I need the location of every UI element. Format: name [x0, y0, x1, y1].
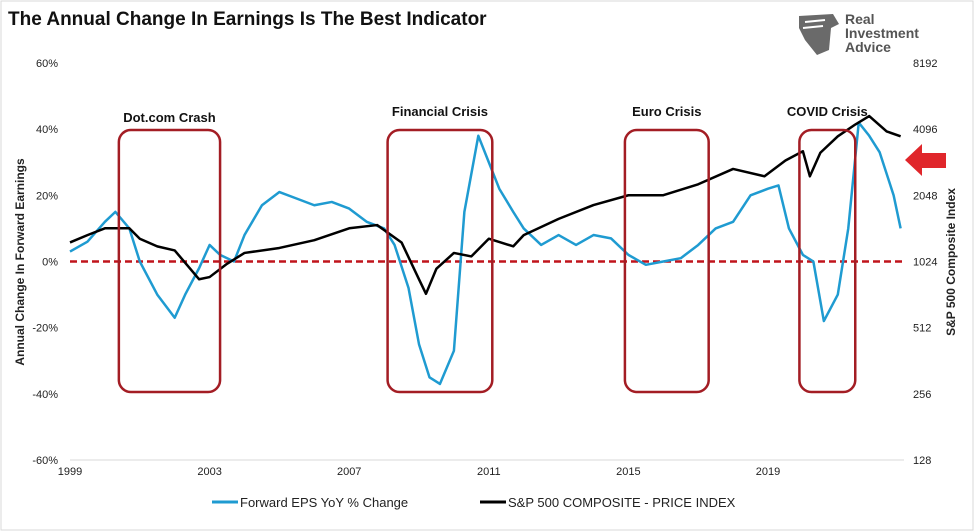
y2-tick-label: 4096: [913, 124, 937, 136]
y2-tick-label: 128: [913, 455, 931, 467]
x-tick-label: 2007: [337, 466, 361, 478]
y2-axis-label: S&P 500 Composite Index: [944, 188, 958, 336]
x-tick-label: 2015: [616, 466, 640, 478]
eps-line: [69, 121, 902, 386]
legend-spx-label: S&P 500 COMPOSITE - PRICE INDEX: [508, 495, 736, 510]
crisis-label: Financial Crisis: [392, 104, 488, 119]
crisis-box: [386, 128, 494, 394]
crisis-label: Euro Crisis: [632, 104, 701, 119]
logo-line3: Advice: [845, 39, 891, 55]
y-tick-label: -40%: [32, 389, 58, 401]
logo: Real Investment Advice: [795, 10, 965, 55]
x-tick-label: 2019: [756, 466, 780, 478]
crisis-label: COVID Crisis: [787, 104, 868, 119]
logo-line2: Investment: [845, 25, 919, 41]
crisis-box: [798, 128, 857, 394]
crisis-box: [117, 128, 222, 394]
spx-line: [69, 114, 902, 296]
y2-tick-label: 512: [913, 323, 931, 335]
y2-tick-label: 1024: [913, 257, 937, 269]
legend-eps-label: Forward EPS YoY % Change: [240, 495, 408, 510]
y-axis-label: Annual Change In Forward Earnings: [13, 158, 27, 366]
red-arrow-icon: [905, 144, 946, 176]
y-tick-label: 40%: [36, 124, 58, 136]
y-tick-label: 20%: [36, 190, 58, 202]
x-tick-label: 2003: [197, 466, 221, 478]
y2-tick-label: 256: [913, 389, 931, 401]
y-tick-label: 60%: [36, 58, 58, 70]
crisis-box: [623, 128, 710, 394]
y-tick-label: -60%: [32, 455, 58, 467]
logo-line1: Real: [845, 11, 875, 27]
y-tick-label: 0%: [42, 257, 58, 269]
chart-title: The Annual Change In Earnings Is The Bes…: [8, 9, 487, 30]
x-tick-label: 2011: [477, 466, 501, 478]
y-tick-label: -20%: [32, 323, 58, 335]
y2-tick-label: 8192: [913, 58, 937, 70]
y2-tick-label: 2048: [913, 190, 937, 202]
x-tick-label: 1999: [58, 466, 82, 478]
crisis-label: Dot.com Crash: [123, 110, 216, 125]
eagle-logo-icon: [799, 14, 839, 55]
